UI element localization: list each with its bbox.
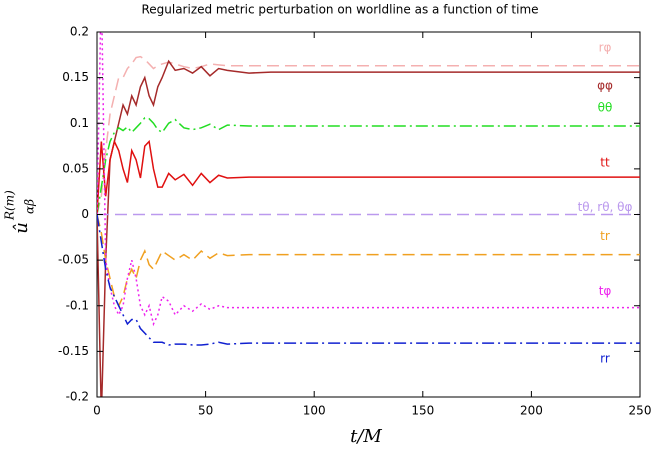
y-tick-label: 0.15: [62, 70, 89, 84]
y-tick-label: -0.05: [58, 253, 89, 267]
plot-lines: [97, 32, 640, 397]
x-axis-label: t/M: [350, 426, 382, 447]
y-axis-label-group: û αβ R(m): [3, 190, 37, 234]
series-line: [97, 139, 640, 215]
x-tick-label: 250: [629, 404, 652, 418]
y-tick-label: -0.1: [66, 298, 89, 312]
y-tick-label: 0: [81, 207, 89, 221]
y-axis-label-sup: R(m): [3, 190, 17, 221]
y-axis-label: û: [11, 222, 32, 234]
series-line: [97, 32, 640, 327]
series-line: [97, 214, 640, 346]
series-line: [97, 55, 640, 215]
series-label: rr: [600, 352, 610, 366]
y-tick-label: 0.1: [70, 116, 89, 130]
series-label: tt: [600, 156, 610, 170]
series-line: [97, 59, 640, 397]
series-line: [97, 214, 640, 308]
x-tick-label: 0: [93, 404, 101, 418]
chart-title: Regularized metric perturbation on world…: [141, 3, 538, 17]
series-label: θθ: [598, 100, 613, 114]
y-tick-label: 0.2: [70, 25, 89, 39]
y-tick-label: -0.2: [66, 390, 89, 404]
y-tick-label: -0.15: [58, 344, 89, 358]
series-label: tφ: [599, 284, 612, 298]
series-label: φφ: [597, 79, 613, 93]
y-axis-label-sub: αβ: [23, 199, 37, 214]
series-label: tr: [600, 229, 610, 243]
series-label: rφ: [599, 40, 612, 54]
y-tick-label: 0.05: [62, 161, 89, 175]
x-tick-label: 100: [303, 404, 326, 418]
series-label: tθ, rθ, θφ: [578, 200, 633, 214]
x-tick-label: 50: [198, 404, 213, 418]
series-line: [97, 116, 640, 215]
x-tick-label: 150: [411, 404, 434, 418]
x-tick-label: 200: [520, 404, 543, 418]
